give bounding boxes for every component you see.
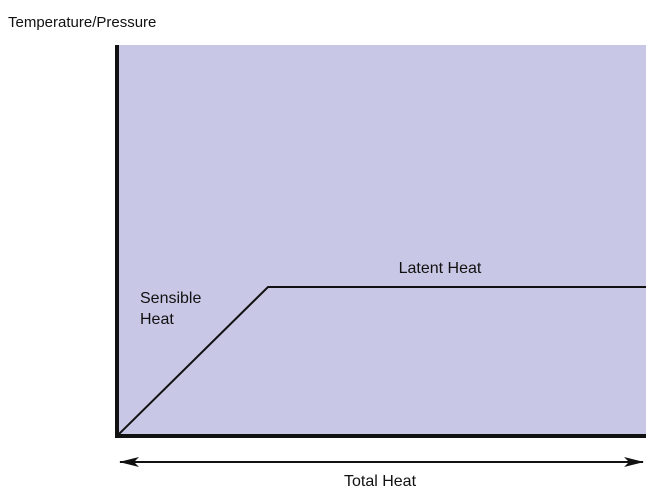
plot-area [117,45,646,437]
y-axis-label: Temperature/Pressure [8,14,156,31]
latent-heat-label: Latent Heat [399,260,482,277]
sensible-heat-label: Sensible [140,290,201,307]
sensible-heat-label: Heat [140,311,174,328]
heating-curve [116,286,646,437]
x-axis-label: Total Heat [344,473,417,490]
